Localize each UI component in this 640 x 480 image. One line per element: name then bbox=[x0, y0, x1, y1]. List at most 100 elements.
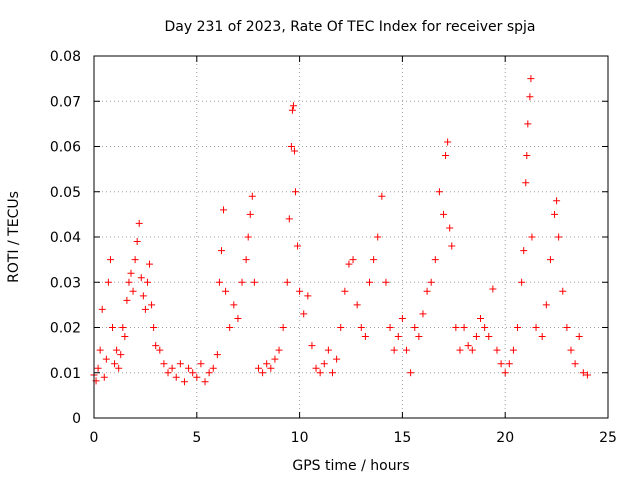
data-point bbox=[209, 364, 217, 372]
data-point bbox=[246, 210, 254, 218]
data-point bbox=[146, 260, 154, 268]
data-point bbox=[555, 233, 563, 241]
data-point bbox=[468, 346, 476, 354]
data-point bbox=[366, 278, 374, 286]
data-point bbox=[407, 369, 415, 377]
data-point bbox=[244, 233, 252, 241]
data-point bbox=[583, 371, 591, 379]
data-point bbox=[341, 287, 349, 295]
data-point bbox=[234, 314, 242, 322]
data-point bbox=[133, 238, 141, 246]
data-point bbox=[567, 346, 575, 354]
y-tick-label: 0.03 bbox=[50, 275, 81, 291]
x-tick-label: 20 bbox=[496, 430, 514, 446]
data-point bbox=[524, 120, 532, 128]
data-point bbox=[456, 346, 464, 354]
data-point bbox=[523, 152, 531, 160]
data-point bbox=[415, 333, 423, 341]
data-point bbox=[353, 301, 361, 309]
data-point bbox=[446, 224, 454, 232]
data-point bbox=[522, 179, 530, 187]
data-point bbox=[345, 260, 353, 268]
data-point bbox=[176, 360, 184, 368]
data-point bbox=[575, 333, 583, 341]
y-axis-label: ROTI / TECUs bbox=[6, 191, 22, 283]
data-point bbox=[316, 369, 324, 377]
data-point bbox=[248, 192, 256, 200]
data-point bbox=[143, 278, 151, 286]
data-point bbox=[220, 206, 228, 214]
data-point bbox=[150, 324, 158, 331]
data-point bbox=[464, 342, 472, 350]
y-tick-label: 0.05 bbox=[50, 185, 81, 201]
data-point bbox=[125, 278, 133, 286]
data-point bbox=[215, 278, 223, 286]
data-point bbox=[538, 333, 546, 341]
data-point bbox=[505, 360, 513, 368]
data-point bbox=[312, 364, 320, 372]
data-point bbox=[559, 287, 567, 295]
data-point bbox=[111, 360, 119, 368]
data-point bbox=[106, 256, 114, 264]
y-tick-label: 0.08 bbox=[50, 49, 81, 65]
data-point bbox=[121, 333, 129, 341]
data-point bbox=[324, 346, 332, 354]
data-point bbox=[168, 364, 176, 372]
data-point bbox=[102, 355, 110, 363]
data-point bbox=[250, 278, 258, 286]
data-point bbox=[193, 373, 201, 381]
data-point bbox=[156, 346, 164, 354]
x-tick-label: 10 bbox=[291, 430, 309, 446]
data-point bbox=[152, 342, 160, 350]
data-point bbox=[403, 346, 411, 354]
x-tick-label: 0 bbox=[90, 430, 99, 446]
data-point bbox=[242, 256, 250, 264]
data-point bbox=[520, 247, 528, 255]
data-point bbox=[485, 333, 493, 341]
data-point bbox=[579, 369, 587, 377]
y-tick-label: 0.02 bbox=[50, 321, 81, 337]
data-point bbox=[419, 310, 427, 318]
data-point bbox=[226, 324, 234, 331]
data-point bbox=[337, 324, 345, 331]
data-point bbox=[254, 364, 262, 372]
data-point bbox=[361, 333, 369, 341]
data-point bbox=[238, 278, 246, 286]
data-point bbox=[287, 143, 295, 150]
data-point bbox=[271, 355, 279, 363]
data-point bbox=[180, 378, 188, 386]
data-point bbox=[374, 233, 382, 241]
data-point bbox=[100, 373, 108, 381]
data-point bbox=[291, 188, 299, 196]
data-point bbox=[378, 192, 386, 200]
data-point bbox=[571, 360, 579, 368]
data-point bbox=[431, 256, 439, 264]
data-point bbox=[477, 314, 485, 322]
data-point bbox=[104, 278, 112, 286]
data-point bbox=[113, 346, 121, 354]
data-point bbox=[205, 369, 213, 377]
data-point bbox=[123, 296, 131, 304]
chart-title: Day 231 of 2023, Rate Of TEC Index for r… bbox=[164, 19, 535, 35]
data-point bbox=[109, 324, 117, 331]
data-point bbox=[127, 269, 135, 277]
data-point bbox=[481, 324, 489, 331]
data-point bbox=[96, 346, 104, 354]
data-point bbox=[279, 324, 287, 331]
data-point bbox=[98, 305, 106, 313]
data-point bbox=[435, 188, 443, 196]
data-point bbox=[300, 310, 308, 318]
data-point bbox=[189, 369, 197, 377]
data-point bbox=[563, 324, 571, 331]
data-point bbox=[489, 285, 497, 293]
data-point bbox=[285, 215, 293, 223]
data-point bbox=[357, 324, 365, 331]
data-point bbox=[386, 324, 394, 331]
data-point bbox=[283, 278, 291, 286]
data-point bbox=[370, 256, 378, 264]
data-point bbox=[222, 287, 230, 295]
data-points bbox=[90, 75, 591, 386]
data-point bbox=[390, 346, 398, 354]
data-point bbox=[349, 256, 357, 264]
